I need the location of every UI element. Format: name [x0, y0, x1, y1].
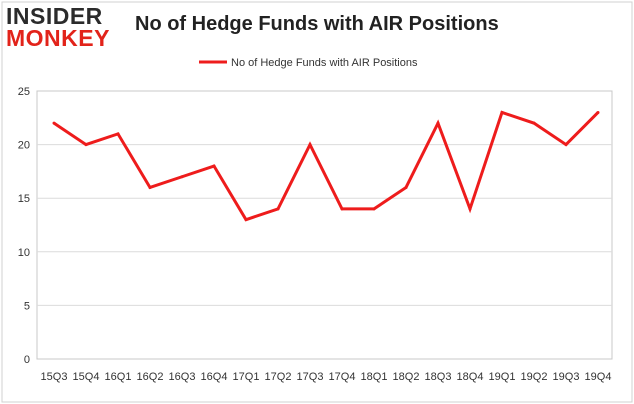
x-axis-ticks: 15Q3 15Q4 16Q1 16Q2 16Q3 16Q4 17Q1 17Q2 17Q3 17Q4…	[41, 371, 612, 383]
x-tick-label: 19Q4	[585, 371, 612, 383]
x-tick-label: 15Q4	[73, 371, 100, 383]
data-point	[148, 185, 152, 189]
y-tick-label: 5	[24, 300, 30, 312]
data-point	[468, 207, 472, 211]
data-point	[84, 143, 88, 147]
y-tick-label: 25	[18, 86, 30, 98]
logo-line-insider: INSIDER	[6, 3, 103, 29]
logo-line-monkey: MONKEY	[6, 25, 110, 51]
y-tick-label: 0	[24, 354, 30, 366]
x-tick-label: 18Q4	[457, 371, 484, 383]
x-tick-label: 17Q4	[329, 371, 356, 383]
data-point	[596, 110, 600, 114]
x-tick-label: 16Q1	[105, 371, 132, 383]
chart-title: No of Hedge Funds with AIR Positions	[135, 13, 499, 35]
y-axis-ticks: 0 5 10 15 20 25	[18, 86, 30, 366]
data-point	[340, 207, 344, 211]
x-tick-label: 16Q2	[137, 371, 164, 383]
data-point	[244, 218, 248, 222]
insider-monkey-logo: INSIDER MONKEY	[6, 5, 114, 51]
x-tick-label: 19Q3	[553, 371, 580, 383]
data-point	[52, 121, 56, 125]
x-tick-label: 17Q2	[265, 371, 292, 383]
data-point	[116, 132, 120, 136]
gridlines	[37, 144, 612, 306]
y-tick-label: 10	[18, 247, 30, 259]
series-line-0	[53, 110, 600, 222]
data-point	[372, 207, 376, 211]
x-tick-label: 16Q4	[201, 371, 228, 383]
x-tick-label: 16Q3	[169, 371, 196, 383]
data-point	[308, 143, 312, 147]
x-tick-label: 19Q2	[521, 371, 548, 383]
data-point	[404, 185, 408, 189]
x-tick-label: 18Q3	[425, 371, 452, 383]
x-tick-label: 15Q3	[41, 371, 68, 383]
data-point	[212, 164, 216, 168]
data-point	[276, 207, 280, 211]
data-point	[564, 143, 568, 147]
y-tick-label: 20	[18, 140, 30, 152]
data-point	[500, 110, 504, 114]
data-point	[436, 121, 440, 125]
x-tick-label: 19Q1	[489, 371, 516, 383]
x-tick-label: 18Q2	[393, 371, 420, 383]
data-point	[180, 175, 184, 179]
series-layer	[52, 110, 600, 222]
plot-area	[36, 90, 613, 360]
x-tick-label: 17Q1	[233, 371, 260, 383]
x-tick-label: 18Q1	[361, 371, 388, 383]
legend: No of Hedge Funds with AIR Positions	[199, 57, 418, 69]
x-tick-label: 17Q3	[297, 371, 324, 383]
data-point	[532, 121, 536, 125]
legend-label: No of Hedge Funds with AIR Positions	[231, 57, 418, 69]
y-tick-label: 15	[18, 193, 30, 205]
